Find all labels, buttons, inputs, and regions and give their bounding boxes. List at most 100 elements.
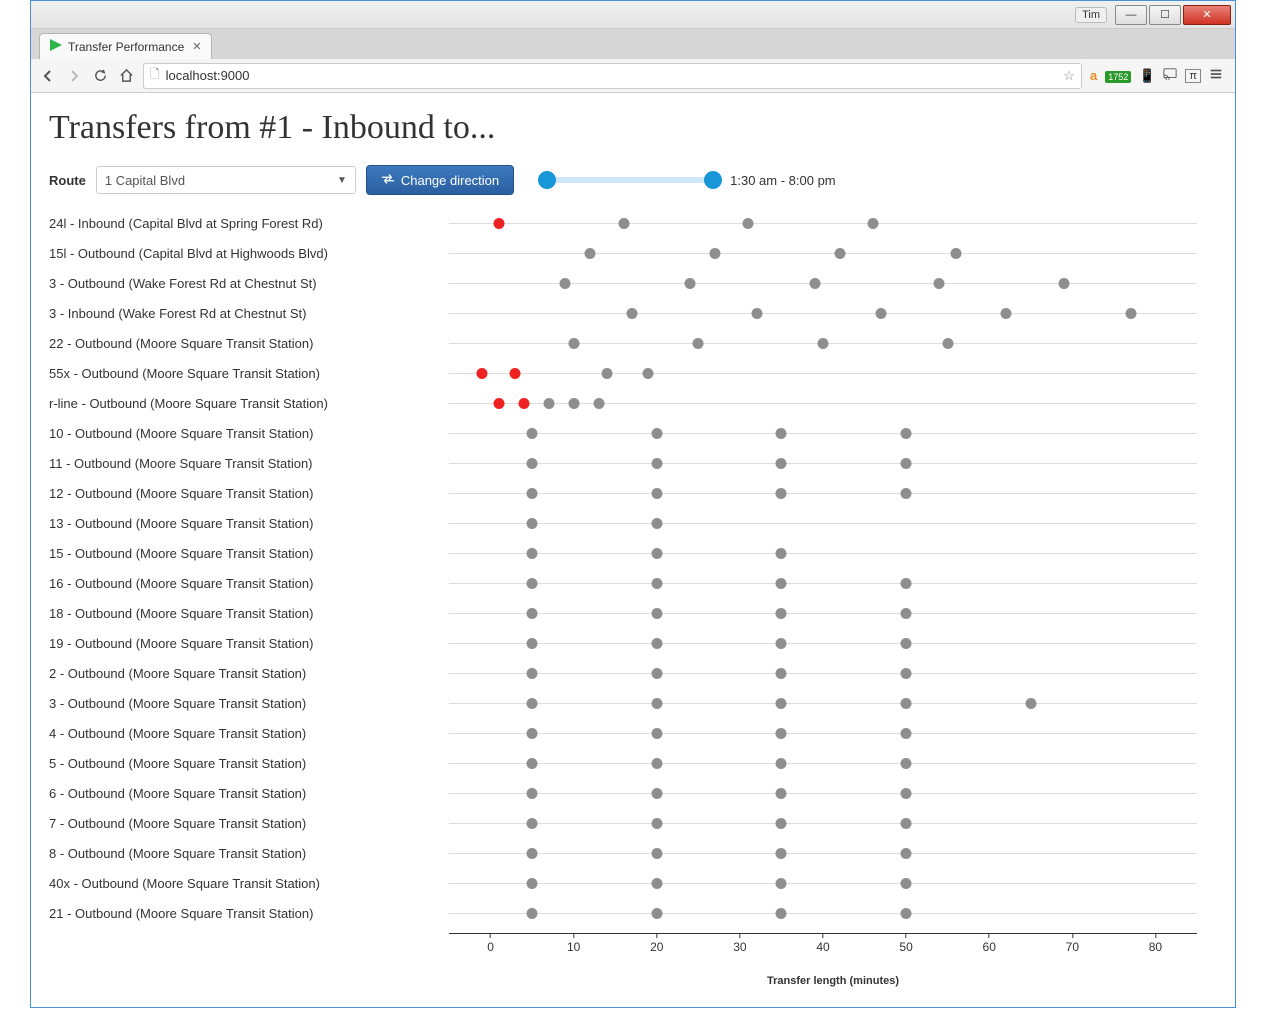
- data-point[interactable]: [527, 908, 538, 919]
- tab-transfer-performance[interactable]: Transfer Performance ✕: [39, 33, 212, 59]
- data-point[interactable]: [776, 638, 787, 649]
- reload-button[interactable]: [91, 67, 109, 85]
- data-point[interactable]: [651, 908, 662, 919]
- data-point[interactable]: [743, 218, 754, 229]
- data-point[interactable]: [776, 608, 787, 619]
- back-button[interactable]: [39, 67, 57, 85]
- data-point[interactable]: [493, 398, 504, 409]
- data-point[interactable]: [527, 668, 538, 679]
- data-point[interactable]: [901, 488, 912, 499]
- data-point[interactable]: [1059, 278, 1070, 289]
- device-icon[interactable]: 📱: [1139, 68, 1155, 84]
- data-point[interactable]: [776, 728, 787, 739]
- data-point[interactable]: [601, 368, 612, 379]
- data-point[interactable]: [493, 218, 504, 229]
- data-point[interactable]: [651, 488, 662, 499]
- menu-icon[interactable]: [1209, 67, 1223, 84]
- cast-icon[interactable]: [1163, 67, 1177, 84]
- data-point[interactable]: [527, 488, 538, 499]
- data-point[interactable]: [651, 668, 662, 679]
- data-point[interactable]: [1025, 698, 1036, 709]
- data-point[interactable]: [901, 788, 912, 799]
- data-point[interactable]: [651, 638, 662, 649]
- data-point[interactable]: [568, 398, 579, 409]
- data-point[interactable]: [901, 638, 912, 649]
- data-point[interactable]: [776, 878, 787, 889]
- data-point[interactable]: [527, 788, 538, 799]
- data-point[interactable]: [527, 518, 538, 529]
- data-point[interactable]: [1000, 308, 1011, 319]
- slider-handle-end[interactable]: [704, 171, 722, 189]
- data-point[interactable]: [527, 578, 538, 589]
- forward-button[interactable]: [65, 67, 83, 85]
- pi-icon[interactable]: π: [1185, 69, 1201, 83]
- data-point[interactable]: [834, 248, 845, 259]
- data-point[interactable]: [527, 638, 538, 649]
- data-point[interactable]: [651, 518, 662, 529]
- data-point[interactable]: [818, 338, 829, 349]
- data-point[interactable]: [901, 578, 912, 589]
- data-point[interactable]: [867, 218, 878, 229]
- data-point[interactable]: [527, 758, 538, 769]
- data-point[interactable]: [709, 248, 720, 259]
- data-point[interactable]: [693, 338, 704, 349]
- data-point[interactable]: [901, 848, 912, 859]
- data-point[interactable]: [776, 788, 787, 799]
- data-point[interactable]: [651, 848, 662, 859]
- data-point[interactable]: [901, 668, 912, 679]
- data-point[interactable]: [776, 458, 787, 469]
- data-point[interactable]: [543, 398, 554, 409]
- data-point[interactable]: [527, 608, 538, 619]
- data-point[interactable]: [568, 338, 579, 349]
- data-point[interactable]: [901, 698, 912, 709]
- data-point[interactable]: [585, 248, 596, 259]
- data-point[interactable]: [651, 458, 662, 469]
- data-point[interactable]: [651, 728, 662, 739]
- slider-track[interactable]: [538, 177, 718, 183]
- data-point[interactable]: [901, 818, 912, 829]
- data-point[interactable]: [618, 218, 629, 229]
- star-icon[interactable]: ☆: [1063, 68, 1075, 84]
- data-point[interactable]: [876, 308, 887, 319]
- data-point[interactable]: [651, 428, 662, 439]
- data-point[interactable]: [651, 608, 662, 619]
- data-point[interactable]: [776, 698, 787, 709]
- data-point[interactable]: [527, 728, 538, 739]
- data-point[interactable]: [651, 578, 662, 589]
- change-direction-button[interactable]: Change direction: [366, 165, 514, 195]
- data-point[interactable]: [776, 818, 787, 829]
- data-point[interactable]: [593, 398, 604, 409]
- amazon-icon[interactable]: a: [1090, 68, 1097, 83]
- data-point[interactable]: [942, 338, 953, 349]
- ext-badge[interactable]: 1752: [1105, 68, 1131, 83]
- data-point[interactable]: [527, 428, 538, 439]
- data-point[interactable]: [776, 758, 787, 769]
- data-point[interactable]: [901, 458, 912, 469]
- data-point[interactable]: [901, 908, 912, 919]
- data-point[interactable]: [527, 458, 538, 469]
- data-point[interactable]: [776, 908, 787, 919]
- route-select[interactable]: 1 Capital Blvd: [96, 166, 356, 194]
- data-point[interactable]: [685, 278, 696, 289]
- data-point[interactable]: [643, 368, 654, 379]
- data-point[interactable]: [901, 758, 912, 769]
- data-point[interactable]: [901, 878, 912, 889]
- data-point[interactable]: [776, 548, 787, 559]
- home-button[interactable]: [117, 67, 135, 85]
- data-point[interactable]: [527, 548, 538, 559]
- data-point[interactable]: [477, 368, 488, 379]
- data-point[interactable]: [651, 758, 662, 769]
- data-point[interactable]: [651, 818, 662, 829]
- data-point[interactable]: [934, 278, 945, 289]
- data-point[interactable]: [651, 698, 662, 709]
- data-point[interactable]: [776, 668, 787, 679]
- data-point[interactable]: [776, 428, 787, 439]
- data-point[interactable]: [626, 308, 637, 319]
- data-point[interactable]: [527, 848, 538, 859]
- close-button[interactable]: ✕: [1183, 5, 1231, 25]
- data-point[interactable]: [901, 728, 912, 739]
- data-point[interactable]: [901, 428, 912, 439]
- maximize-button[interactable]: ☐: [1149, 5, 1181, 25]
- data-point[interactable]: [651, 878, 662, 889]
- data-point[interactable]: [518, 398, 529, 409]
